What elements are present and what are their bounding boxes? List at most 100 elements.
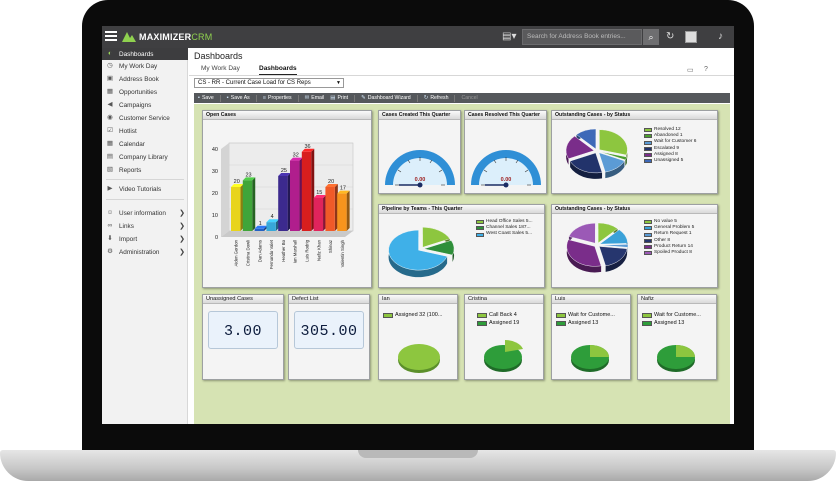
panel-title: Outstanding Cases - by Status bbox=[552, 111, 717, 120]
pie-slice[interactable] bbox=[565, 135, 595, 160]
data-label: 32 bbox=[293, 153, 299, 159]
legend-item: West Coast Sales 5... bbox=[476, 231, 533, 237]
panel-body: Assigned 32 (100... bbox=[379, 305, 457, 379]
person-card-luis[interactable]: Luis Wait for Custome... Assigned 13 bbox=[551, 294, 631, 380]
pie-slice[interactable] bbox=[598, 246, 628, 267]
pie-slice[interactable] bbox=[388, 229, 448, 271]
cases-created-gauge: 0.00 bbox=[385, 150, 455, 188]
pie-slice[interactable] bbox=[597, 222, 618, 244]
sidebar-item-administration[interactable]: ⚙ Administration ❯ bbox=[102, 246, 188, 258]
cancel-button[interactable]: Cancel bbox=[461, 95, 478, 101]
sidebar-item-label: User information bbox=[119, 209, 166, 217]
person-card-nafiz[interactable]: Nafiz Wait for Custome... Assigned 13 bbox=[637, 294, 717, 380]
sidebar-item-links[interactable]: ∞ Links ❯ bbox=[102, 220, 188, 232]
main-content: Dashboards My Work Day Dashboards ▭ ? CS… bbox=[189, 48, 734, 424]
properties-icon: ≡ bbox=[262, 95, 266, 101]
legend-swatch bbox=[556, 312, 566, 318]
data-label: 25 bbox=[281, 168, 287, 174]
legend-label: Product Return 14 bbox=[654, 243, 693, 249]
open-cases-bar-chart: 0 10 20 30 40 20 Aiden Gordon 23 Cristina Dowli 1… bbox=[212, 142, 354, 269]
pie-slice[interactable] bbox=[422, 227, 451, 248]
bar[interactable] bbox=[301, 151, 312, 231]
dashboard-wizard-button[interactable]: ✎ Dashboard Wizard bbox=[361, 95, 411, 101]
legend-swatch bbox=[644, 134, 652, 139]
pie-slice[interactable] bbox=[423, 240, 455, 256]
sidebar-item-label: Address Book bbox=[119, 75, 159, 83]
person-card-cristina[interactable]: Cristina Call Back 4 Assigned 19 bbox=[464, 294, 544, 380]
bell-icon[interactable]: ♪ bbox=[718, 31, 723, 42]
properties-button[interactable]: ≡ Properties bbox=[262, 95, 292, 101]
sidebar-item-import[interactable]: ⬇ Import ❯ bbox=[102, 233, 188, 245]
sidebar-item-my-work-day[interactable]: ◷ My Work Day bbox=[102, 60, 188, 72]
help-icon[interactable]: ? bbox=[704, 66, 708, 73]
bar[interactable] bbox=[337, 193, 347, 231]
sidebar-item-company-library[interactable]: ▤ Company Library bbox=[102, 151, 188, 163]
data-label: 1 bbox=[259, 221, 262, 227]
bar[interactable] bbox=[266, 222, 276, 231]
sidebar-item-hotlist[interactable]: ☑ Hotlist bbox=[102, 125, 188, 137]
refresh-button[interactable]: ↻ Refresh bbox=[423, 95, 449, 101]
pie-slice[interactable] bbox=[568, 223, 596, 244]
pie-slice[interactable] bbox=[569, 152, 603, 174]
bar[interactable] bbox=[231, 187, 241, 231]
email-button[interactable]: ✉ Email bbox=[304, 95, 325, 101]
unassigned-cases-panel[interactable]: Unassigned Cases 3.00 bbox=[202, 294, 284, 380]
defect-list-panel[interactable]: Defect List 305.00 bbox=[288, 294, 370, 380]
sidebar-item-reports[interactable]: ▧ Reports bbox=[102, 164, 188, 176]
display-settings-icon[interactable]: ▭ bbox=[687, 67, 694, 74]
search-input[interactable]: Search for Address Book entries... bbox=[522, 29, 642, 45]
tab-divider bbox=[189, 75, 734, 76]
dashboard-icon: ◐ bbox=[108, 50, 112, 57]
outstanding-status-panel-2[interactable]: Outstanding Cases - by Status No value 5… bbox=[551, 204, 718, 288]
hamburger-menu-icon[interactable] bbox=[105, 31, 117, 41]
bar[interactable] bbox=[278, 176, 288, 231]
save-as-button[interactable]: ▪ Save As bbox=[226, 95, 250, 101]
pie-slice[interactable] bbox=[598, 152, 625, 173]
bar-side bbox=[240, 184, 244, 231]
sidebar-item-label: Video Tutorials bbox=[119, 185, 162, 193]
bar-top bbox=[337, 190, 350, 194]
cases-resolved-panel[interactable]: Cases Resolved This Quarter 0.00 bbox=[464, 110, 547, 194]
sidebar-item-calendar[interactable]: ▦ Calendar bbox=[102, 138, 188, 150]
open-cases-panel[interactable]: Open Cases 0 10 20 30 40 20 Aiden Gordon 23 Cris… bbox=[202, 110, 372, 288]
pie-legend: Head Office Sales 5... Channel Sales 187.… bbox=[476, 219, 533, 238]
avatar[interactable] bbox=[685, 31, 697, 43]
tab-my-work-day[interactable]: My Work Day bbox=[201, 65, 240, 72]
dashboard-select[interactable]: CS - RR - Current Case Load for CS Reps ▼ bbox=[194, 78, 344, 88]
sidebar-item-customer-service[interactable]: ◉ Customer Service bbox=[102, 112, 188, 124]
pie-slice[interactable] bbox=[576, 128, 597, 150]
panel-title: Cristina bbox=[465, 295, 543, 304]
sidebar-item-dashboards[interactable]: ◐ Dashboards bbox=[102, 48, 188, 60]
bar[interactable] bbox=[242, 180, 253, 231]
save-button[interactable]: ▪ Save bbox=[198, 95, 214, 101]
pie-slice[interactable] bbox=[599, 151, 628, 161]
outstanding-status-pie-2 bbox=[566, 222, 629, 273]
address-book-switch-icon[interactable]: ▤▾ bbox=[502, 31, 517, 42]
pie-slice[interactable] bbox=[599, 244, 629, 248]
sidebar-item-address-book[interactable]: ▣ Address Book bbox=[102, 73, 188, 85]
sidebar-item-user-information[interactable]: ☺ User information ❯ bbox=[102, 207, 188, 219]
outstanding-status-panel[interactable]: Outstanding Cases - by Status Resolved 1… bbox=[551, 110, 718, 194]
sidebar-item-opportunities[interactable]: ▦ Opportunities bbox=[102, 86, 188, 98]
import-icon: ⬇ bbox=[107, 235, 113, 242]
bar[interactable] bbox=[254, 228, 265, 231]
pipeline-panel[interactable]: Pipeline by Teams - This Quarter Head Of… bbox=[378, 204, 545, 288]
chevron-right-icon: ❯ bbox=[179, 249, 185, 256]
legend-label: Channel Sales 187... bbox=[486, 225, 531, 231]
sidebar-item-video-tutorials[interactable]: ▶ Video Tutorials bbox=[102, 183, 188, 195]
pie-slice[interactable] bbox=[599, 129, 628, 156]
pie-slice[interactable] bbox=[566, 239, 602, 267]
print-button[interactable]: ▤ Print bbox=[330, 95, 349, 101]
y-tick-label: 40 bbox=[212, 147, 218, 153]
bar[interactable] bbox=[313, 198, 324, 231]
pie-slice[interactable] bbox=[599, 229, 628, 245]
sidebar-item-campaigns[interactable]: ◀ Campaigns bbox=[102, 99, 188, 111]
app-logo[interactable]: MAXIMIZERCRM bbox=[122, 30, 212, 44]
notifications-activity-icon[interactable]: ↻ bbox=[666, 31, 675, 42]
bar[interactable] bbox=[325, 187, 335, 231]
bar[interactable] bbox=[290, 160, 300, 231]
cases-created-panel[interactable]: Cases Created This Quarter 0.00 bbox=[378, 110, 461, 194]
person-card-ian[interactable]: Ian Assigned 32 (100... bbox=[378, 294, 458, 380]
search-icon[interactable]: ⌕ bbox=[643, 29, 659, 45]
legend-swatch bbox=[644, 220, 652, 225]
